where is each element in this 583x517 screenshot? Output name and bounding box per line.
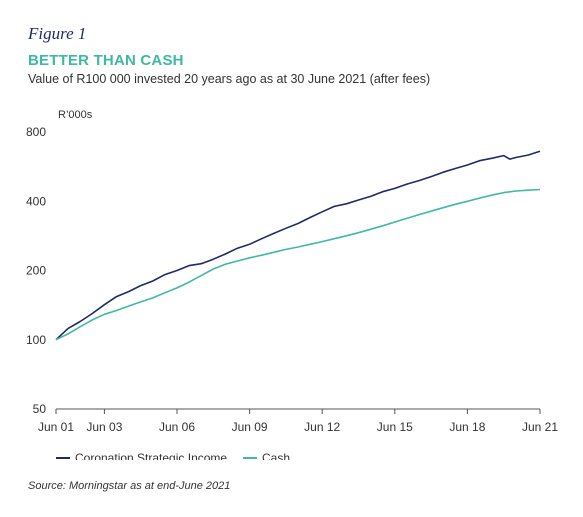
x-tick-label: Jun 15 xyxy=(377,420,413,434)
x-tick-label: Jun 12 xyxy=(304,420,340,434)
x-tick-label: Jun 01 xyxy=(38,420,74,434)
x-axis: Jun 01 Jun 03 Jun 06 Jun 09 Jun 12 Jun 15 Jun … xyxy=(38,408,558,434)
chart-title: BETTER THAN CASH xyxy=(28,52,184,69)
y-tick-label: 400 xyxy=(26,194,46,208)
legend: Coronation Strategic Income Cash xyxy=(56,451,290,460)
x-tick-label: Jun 18 xyxy=(449,420,485,434)
cash-line xyxy=(55,188,541,341)
legend-label-strategic-income: Coronation Strategic Income xyxy=(75,451,227,460)
x-tick-label: Jun 03 xyxy=(86,420,122,434)
y-axis: 50 100 200 400 800 xyxy=(26,125,46,416)
x-tick-label: Jun 21 xyxy=(522,420,558,434)
y-tick-label: 50 xyxy=(33,402,47,416)
strategic-income-line xyxy=(55,150,541,341)
y-tick-label: 100 xyxy=(26,333,46,347)
y-axis-label: R’000s xyxy=(58,109,93,121)
x-tick-label: Jun 06 xyxy=(159,420,195,434)
series-group xyxy=(55,150,541,341)
figure-label: Figure 1 xyxy=(28,24,87,43)
y-tick-label: 800 xyxy=(26,125,46,139)
chart-subtitle: Value of R100 000 invested 20 years ago … xyxy=(28,72,431,86)
line-chart: R’000s 50 100 200 400 800 Jun 01 Jun 03 Jun 06… xyxy=(26,109,558,460)
legend-label-cash: Cash xyxy=(262,451,290,460)
source-note: Source: Morningstar as at end-June 2021 xyxy=(28,480,231,492)
x-tick-label: Jun 09 xyxy=(232,420,268,434)
y-tick-label: 200 xyxy=(26,264,46,278)
